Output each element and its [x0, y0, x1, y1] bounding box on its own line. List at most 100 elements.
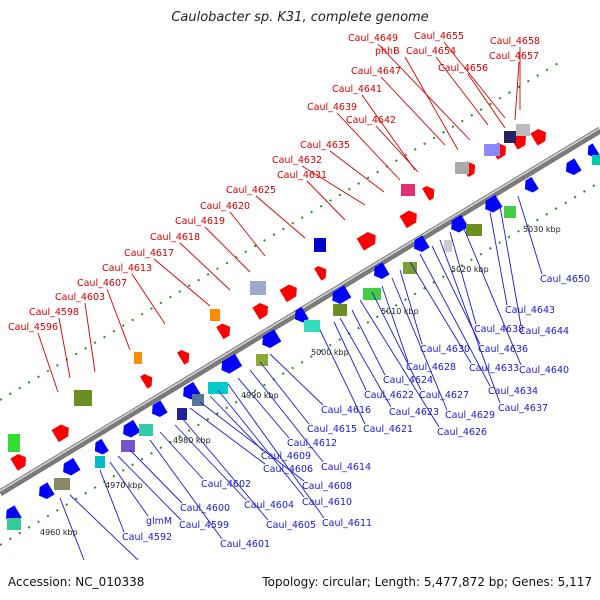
reverse-gene-label: Caul_4605: [266, 520, 316, 531]
forward-gene-label: Caul_4625: [226, 185, 276, 196]
reverse-feature-box: [363, 288, 381, 300]
forward-leader-line: [204, 226, 251, 273]
forward-leader-line: [37, 332, 59, 393]
forward-gene-label: phhB: [375, 46, 400, 57]
forward-gene-label: Caul_4657: [489, 51, 539, 62]
reverse-gene-arrow: [332, 285, 352, 305]
reverse-leader-line: [439, 239, 501, 404]
reverse-gene-label: Caul_4609: [261, 451, 311, 462]
reverse-gene-label: Caul_4623: [389, 407, 439, 418]
reverse-leader-line: [499, 205, 522, 327]
reverse-feature-box: [177, 408, 187, 420]
forward-feature-box: [455, 162, 469, 174]
reverse-gene-label: Caul_4610: [302, 497, 352, 508]
reverse-gene-label: Caul_4604: [244, 500, 294, 511]
reverse-leader-line: [174, 424, 247, 501]
reverse-feature-box: [304, 320, 320, 332]
reverse-gene-label: Caul_4624: [383, 375, 433, 386]
reverse-leader-line: [109, 461, 149, 517]
reverse-leader-line: [237, 377, 290, 439]
kbp-tick-label: 4960 kbp: [40, 528, 78, 537]
forward-feature-box: [314, 238, 326, 252]
forward-feature-box: [504, 131, 516, 143]
reverse-leader-line: [117, 455, 182, 521]
reverse-leader-line: [269, 353, 324, 406]
forward-leader-line: [329, 150, 385, 193]
reverse-leader-line: [409, 261, 472, 364]
forward-feature-box: [516, 124, 530, 136]
forward-feature-box: [74, 390, 92, 406]
forward-gene-arrow: [399, 210, 417, 229]
reverse-gene-label: Caul_4638: [474, 324, 524, 335]
forward-leader-line: [361, 94, 416, 171]
reverse-leader-line: [333, 321, 367, 391]
reverse-feature-box: [121, 440, 135, 452]
reverse-gene-arrow: [587, 143, 600, 158]
reverse-leader-line: [319, 329, 366, 425]
forward-gene-arrow: [252, 302, 268, 320]
reverse-gene-label: Caul_4606: [263, 464, 313, 475]
reverse-gene-label: Caul_4644: [519, 326, 569, 337]
reverse-leader-line: [69, 494, 139, 560]
forward-gene-label: Caul_4647: [351, 66, 401, 77]
forward-leader-line: [131, 273, 166, 325]
reverse-strand-genes: [6, 143, 600, 530]
forward-gene-label: Caul_4642: [346, 115, 396, 126]
reverse-feature-box: [7, 518, 21, 530]
reverse-gene-arrow: [374, 262, 390, 280]
reverse-leader-line: [351, 309, 386, 376]
reverse-leader-line: [99, 469, 125, 533]
reverse-leader-line: [209, 395, 264, 452]
forward-gene-label: Caul_4639: [307, 102, 357, 113]
reverse-leader-line: [199, 401, 305, 482]
forward-gene-label: Caul_4632: [272, 155, 322, 166]
reverse-leader-line: [359, 299, 440, 428]
reverse-gene-arrow: [6, 505, 22, 523]
forward-gene-label: Caul_4641: [332, 84, 382, 95]
reverse-leader-line: [391, 277, 448, 411]
reverse-leader-line: [339, 317, 392, 408]
forward-gene-label: Caul_4656: [438, 63, 488, 74]
accession-text: Accession: NC_010338: [8, 575, 145, 589]
reverse-feature-box: [139, 424, 153, 436]
reverse-gene-label: Caul_4601: [220, 539, 270, 550]
reverse-gene-arrow: [566, 158, 582, 176]
forward-leader-line: [153, 258, 211, 307]
forward-leader-line: [404, 56, 459, 151]
reverse-gene-label: Caul_4650: [540, 274, 590, 285]
reverse-gene-label: Caul_4630: [420, 344, 470, 355]
forward-feature-box: [210, 309, 220, 321]
kbp-tick-label: 4970 kbp: [105, 481, 143, 490]
kbp-ticks: 4960 kbp 4970 kbp 4980 kbp 4990 kbp 5000 kbp…: [40, 225, 561, 537]
forward-leader-line: [377, 43, 471, 141]
reverse-gene-label: Caul_4626: [437, 427, 487, 438]
forward-gene-label: Caul_4617: [124, 248, 174, 259]
forward-leader-line: [435, 56, 489, 126]
reverse-gene-label: Caul_4629: [445, 410, 495, 421]
forward-gene-label: Caul_4635: [300, 140, 350, 151]
reverse-gene-label: glmM: [146, 516, 172, 527]
reverse-gene-label: Caul_4602: [201, 479, 251, 490]
reverse-gene-label: Caul_4633: [469, 363, 519, 374]
forward-gene-label: Caul_4649: [348, 33, 398, 44]
reverse-leader-line: [517, 195, 543, 275]
forward-leader-line: [306, 180, 346, 221]
forward-gene-label: Caul_4598: [29, 307, 79, 318]
reverse-gene-label: Caul_4612: [287, 438, 337, 449]
reverse-leader-line: [449, 231, 477, 325]
forward-leader-line: [179, 242, 231, 291]
forward-leader-line: [467, 73, 506, 129]
reverse-feature-box: [592, 155, 600, 165]
reverse-gene-arrow: [94, 438, 109, 455]
kbp-tick-label: 5010 kbp: [381, 307, 419, 316]
forward-feature-box: [401, 184, 415, 196]
reverse-leader-line: [489, 211, 508, 306]
gene-labels: Caul_4596 Caul_4598 Caul_4603 Caul_4607 Caul…: [8, 31, 590, 550]
reverse-gene-label: Caul_4621: [363, 424, 413, 435]
forward-leader-line: [380, 76, 446, 146]
forward-gene-arrow: [140, 374, 153, 389]
reverse-gene-arrow: [63, 457, 81, 476]
reverse-feature-box: [403, 262, 417, 274]
reverse-gene-arrow: [152, 400, 168, 418]
kbp-tick-label: 4980 kbp: [173, 436, 211, 445]
